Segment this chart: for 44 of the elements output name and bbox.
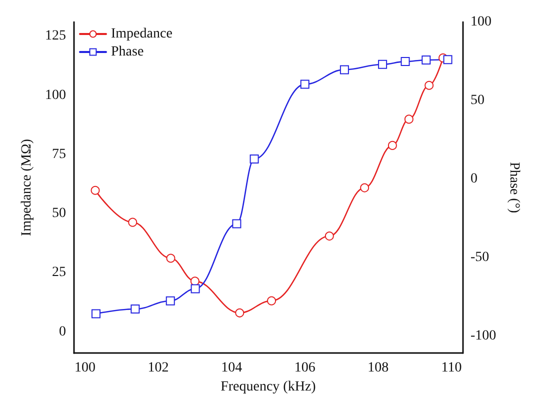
point — [166, 254, 176, 263]
point — [404, 114, 414, 124]
x-tick-label: 110 — [441, 360, 462, 376]
point — [91, 309, 100, 318]
y-tick-label: 100 — [45, 88, 66, 103]
y-tick-label: 25 — [52, 265, 66, 280]
y2-tick-label: 0 — [470, 171, 478, 186]
y-tick-label: 125 — [45, 28, 66, 44]
x-axis-title: Frequency (kHz) — [220, 380, 316, 394]
point — [324, 232, 334, 241]
legend-label: Phase — [111, 44, 144, 60]
point — [128, 218, 138, 227]
point — [90, 186, 100, 195]
point — [250, 154, 259, 164]
point — [400, 57, 410, 66]
point — [300, 80, 310, 89]
point — [267, 296, 276, 306]
x-tick-label: 100 — [74, 360, 96, 376]
x-tick-label: 108 — [368, 360, 389, 376]
point — [360, 183, 370, 192]
point — [422, 55, 431, 64]
x-tick-label: 106 — [294, 360, 316, 376]
point — [378, 60, 388, 69]
point — [166, 296, 175, 306]
point — [424, 80, 434, 90]
legend-label: Impedance — [111, 26, 172, 42]
y2-axis-title: Phase (°) — [506, 162, 522, 214]
y-tick-label: 0 — [59, 324, 66, 340]
y-axis-title: Impedance (MΩ) — [20, 138, 35, 236]
y-tick-label: 75 — [52, 146, 66, 162]
y2-tick-label: 50 — [470, 92, 484, 108]
point — [130, 304, 140, 314]
y-tick-label: 50 — [52, 206, 66, 222]
point — [388, 140, 397, 150]
y2-tick-label: -50 — [470, 250, 490, 265]
y2-tick-label: -100 — [470, 328, 496, 344]
x-tick-label: 104 — [221, 360, 242, 376]
point — [443, 55, 452, 64]
point — [190, 284, 200, 294]
point — [232, 219, 242, 228]
y2-tick-label: 100 — [470, 14, 492, 30]
point — [235, 308, 244, 318]
x-tick-label: 102 — [148, 360, 169, 376]
point — [340, 65, 349, 74]
